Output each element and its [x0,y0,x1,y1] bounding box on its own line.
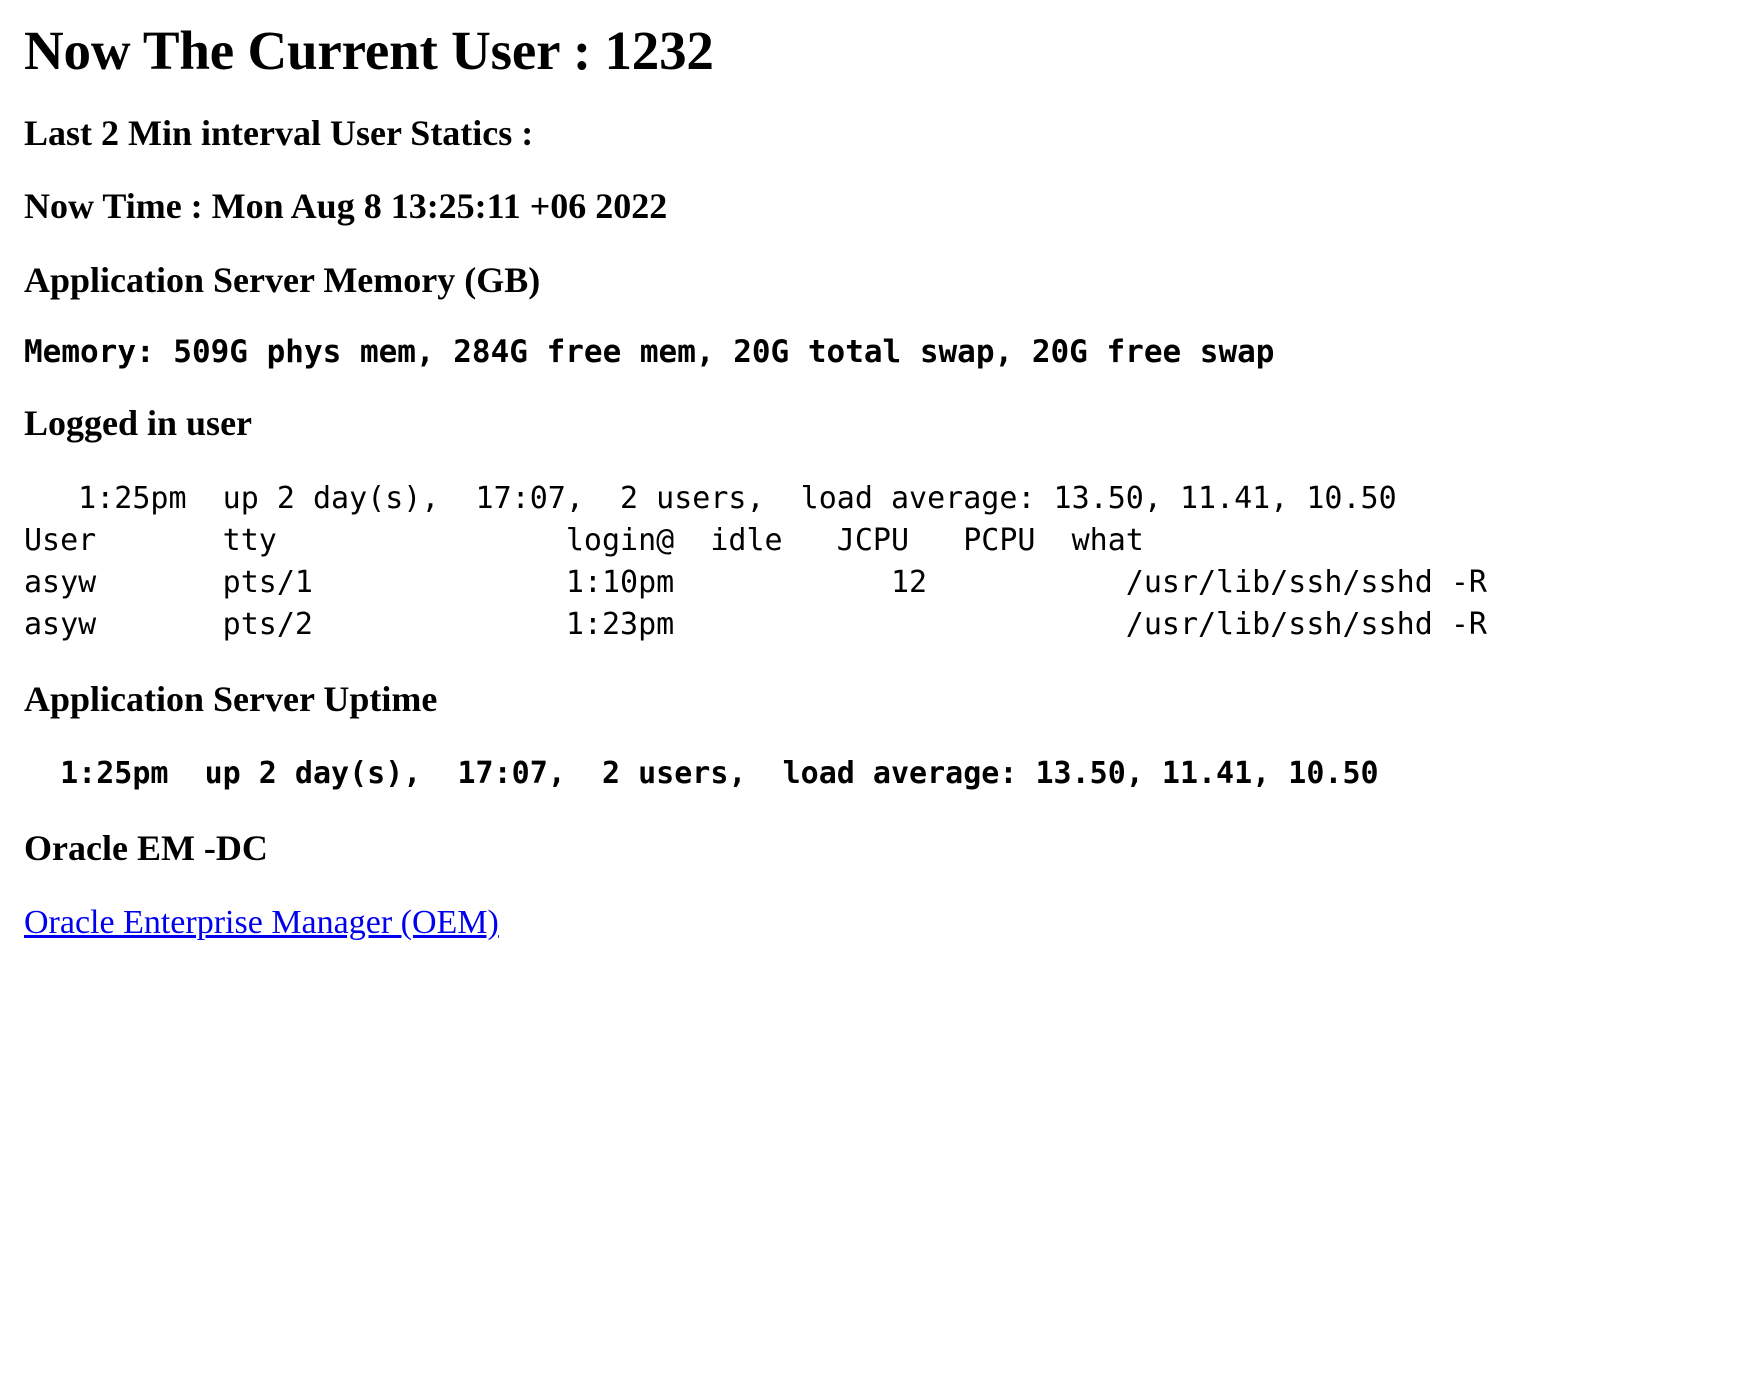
server-uptime-line: 1:25pm up 2 day(s), 17:07, 2 users, load… [24,756,1379,792]
oracle-em-link-paragraph: Oracle Enterprise Manager (OEM) [24,903,1738,944]
memory-summary-line: Memory: 509G phys mem, 284G free mem, 20… [24,333,1275,370]
app-server-memory-heading: Application Server Memory (GB) [24,259,541,300]
logged-in-row-2: asyw pts/2 1:23pm /usr/lib/ssh/sshd -R [24,606,1487,642]
logged-in-columns-line: User tty login@ idle JCPU PCPU what [24,522,1144,558]
logged-in-user-output: 1:25pm up 2 day(s), 17:07, 2 users, load… [24,478,1738,646]
page-title: Now The Current User : 1232 [24,20,714,81]
app-server-uptime-heading: Application Server Uptime [24,678,438,719]
logged-in-row-1: asyw pts/1 1:10pm 12 /usr/lib/ssh/sshd -… [24,564,1487,600]
logged-in-user-heading: Logged in user [24,403,253,444]
report-page: Now The Current User : 1232 Last 2 Min i… [24,20,1738,944]
logged-in-uptime-line: 1:25pm up 2 day(s), 17:07, 2 users, load… [24,480,1397,516]
oracle-enterprise-manager-link[interactable]: Oracle Enterprise Manager (OEM) [24,903,499,941]
oracle-em-dc-heading: Oracle EM -DC [24,828,268,869]
now-time-heading: Now Time : Mon Aug 8 13:25:11 +06 2022 [24,186,668,227]
interval-statics-heading: Last 2 Min interval User Statics : [24,112,534,153]
